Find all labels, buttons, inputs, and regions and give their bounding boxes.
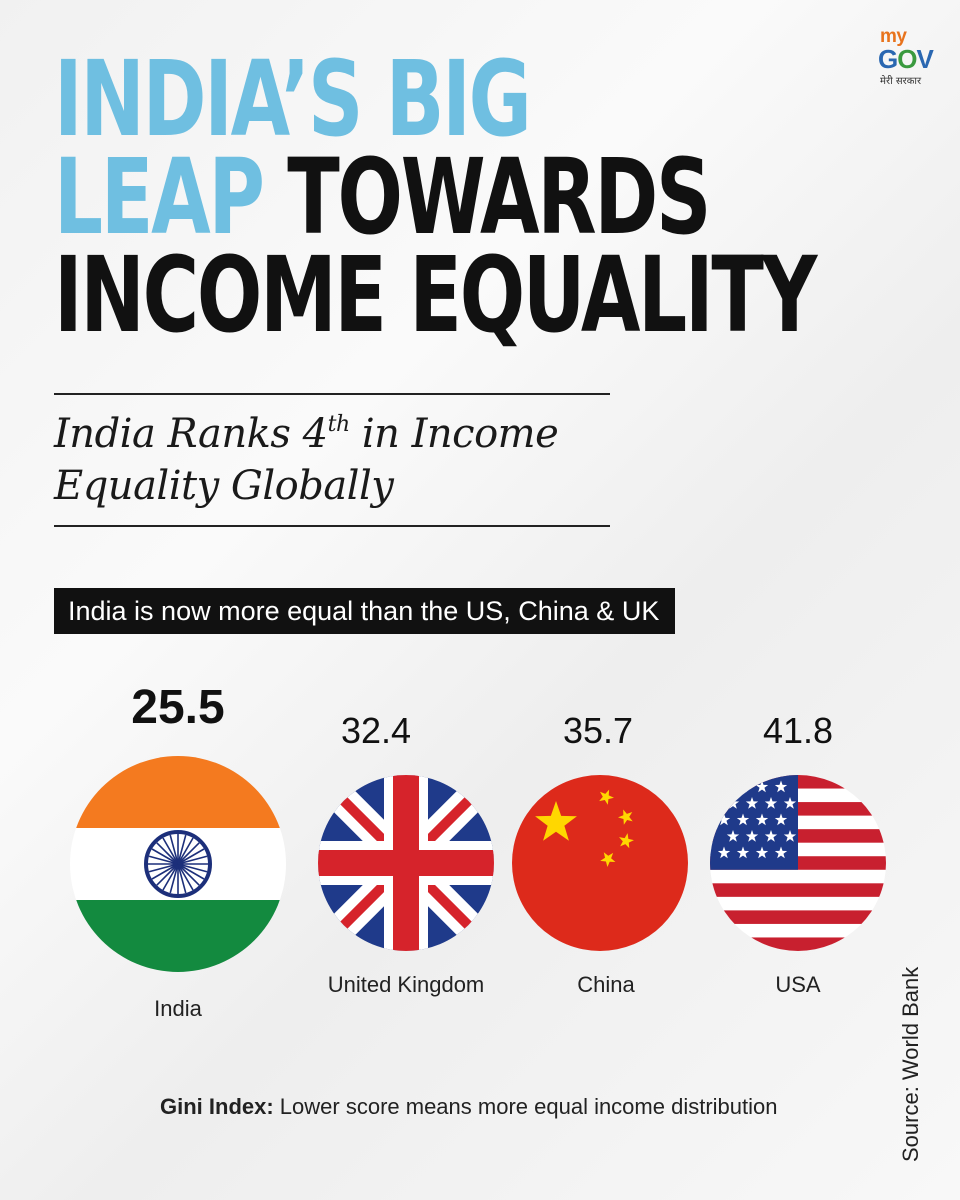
logo-gov-v: V (916, 44, 933, 74)
country-label-usa: USA (775, 972, 821, 997)
chakra-spoke (177, 842, 200, 865)
chakra-spoke (169, 834, 179, 865)
source-credit: Source: World Bank (898, 966, 923, 1162)
china-star (618, 809, 633, 825)
subtitle-part2: in Income (349, 411, 559, 457)
logo-my-text: my (880, 26, 907, 47)
chakra-spoke (177, 834, 187, 865)
chakra-spoke (156, 863, 179, 886)
india-flag-icon (70, 756, 286, 972)
title-line-1: INDIA’S BIG (54, 38, 532, 160)
chakra-spoke (156, 842, 179, 865)
usa-stripe (710, 883, 886, 897)
chakra-spoke (162, 837, 179, 865)
title-line-2-dark: TOWARDS (287, 136, 711, 258)
usa-star (774, 846, 788, 859)
usa-star (755, 846, 769, 859)
uk-flag-icon (318, 775, 494, 951)
gini-note: Gini Index: Lower score means more equal… (160, 1094, 778, 1120)
china-star (600, 852, 616, 867)
gini-note-text: Lower score means more equal income dist… (273, 1094, 778, 1119)
page-title: INDIA’S BIG LEAP TOWARDS INCOME EQUALITY (54, 38, 817, 356)
chakra-spoke (177, 837, 194, 865)
subtitle-line2: Equality Globally (54, 463, 394, 509)
chakra-spoke (148, 863, 179, 873)
subtitle-sup: th (327, 412, 351, 437)
title-line-3: INCOME EQUALITY (54, 234, 817, 356)
usa-star (783, 830, 797, 842)
subtitle-part1: India Ranks 4 (54, 411, 328, 457)
usa-star (736, 846, 750, 859)
chakra-spoke (151, 863, 179, 880)
value-label-usa: 41.8 (762, 710, 834, 751)
country-label-india: India (154, 996, 202, 1021)
chakra-spoke (162, 863, 179, 891)
usa-star (717, 780, 731, 793)
chakra-spoke (177, 863, 194, 891)
usa-star (764, 830, 778, 842)
chakra-spoke (169, 863, 179, 894)
logo-gov-g: G (878, 44, 898, 74)
logo-gov-text: GOV (878, 44, 934, 75)
usa-star (755, 813, 769, 826)
china-star (535, 801, 577, 841)
value-label-india: 25.5 (131, 681, 225, 734)
value-label-uk: 32.4 (340, 710, 412, 751)
chakra-spoke (177, 863, 187, 894)
usa-star (717, 813, 731, 826)
china-star (619, 833, 634, 849)
title-line-2: LEAP TOWARDS (54, 145, 711, 249)
comparison-banner: India is now more equal than the US, Chi… (54, 588, 676, 634)
chakra-spoke (177, 855, 208, 865)
usa-star (745, 797, 759, 809)
usa-stripe (710, 910, 886, 924)
logo-tagline: मेरी सरकार (880, 76, 922, 87)
usa-star (717, 846, 731, 859)
country-label-uk: United Kingdom (327, 972, 485, 997)
usa-star (726, 830, 740, 842)
divider-bottom (54, 525, 610, 527)
usa-stripe (710, 937, 886, 951)
value-label-china: 35.7 (562, 710, 634, 751)
logo-gov-o: O (897, 44, 917, 74)
chakra-spoke (177, 863, 205, 880)
usa-star (745, 830, 759, 842)
chakra-spoke (151, 848, 179, 865)
chakra-spoke (177, 863, 208, 873)
usa-star (774, 813, 788, 826)
usa-star (774, 780, 788, 793)
usa-flag-icon (710, 775, 886, 951)
divider-top (54, 393, 610, 395)
usa-star (755, 780, 769, 793)
chakra-spoke (177, 848, 205, 865)
usa-star (764, 797, 778, 809)
gini-note-term: Gini Index: (160, 1094, 274, 1119)
usa-star (736, 780, 750, 793)
country-label-china: China (577, 972, 635, 997)
chakra-spoke (148, 855, 179, 865)
china-flag-icon (512, 775, 688, 951)
usa-star (783, 797, 797, 809)
title-line-2-blue: LEAP (54, 136, 265, 258)
chakra-spoke (177, 863, 200, 886)
mygov-logo: my GOV मेरी सरकार (876, 26, 942, 102)
china-star (599, 789, 614, 805)
subtitle: India Ranks 4th in Income Equality Globa… (54, 408, 674, 512)
usa-star (736, 813, 750, 826)
